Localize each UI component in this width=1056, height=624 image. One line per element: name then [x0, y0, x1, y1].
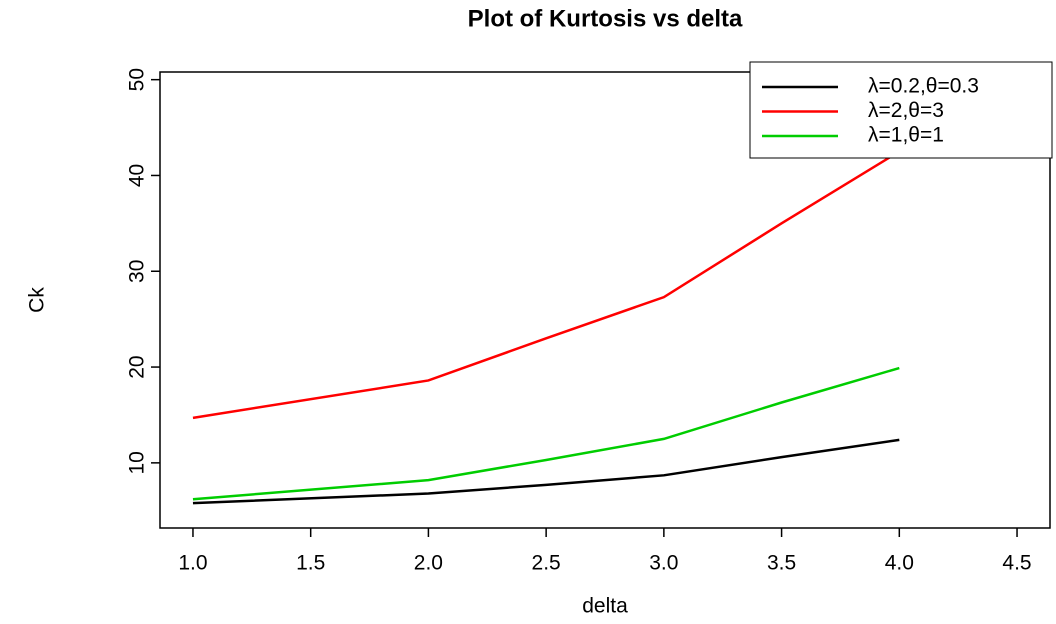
x-tick-label: 3.0	[649, 552, 678, 575]
chart-title: Plot of Kurtosis vs delta	[468, 5, 743, 32]
y-axis-label: Ck	[26, 287, 49, 313]
x-tick-label: 2.0	[414, 552, 443, 575]
y-tick-label: 40	[126, 164, 149, 187]
x-tick-label: 2.5	[532, 552, 561, 575]
legend-label: λ=2,θ=3	[868, 99, 944, 122]
series-line	[192, 366, 900, 501]
x-tick-label: 4.5	[1002, 552, 1031, 575]
legend-box	[749, 61, 1053, 159]
y-tick-label: 20	[126, 355, 149, 378]
y-tick-label: 50	[126, 68, 149, 91]
plot-frame	[159, 71, 1051, 529]
x-tick-label: 4.0	[885, 552, 914, 575]
x-tick-label: 1.5	[296, 552, 325, 575]
series-line	[192, 150, 900, 420]
y-tick-label: 30	[126, 260, 149, 283]
series-line	[192, 438, 900, 505]
x-axis-label: delta	[582, 595, 628, 618]
x-tick-label: 3.5	[767, 552, 796, 575]
y-tick-label: 10	[126, 451, 149, 474]
x-tick-label: 1.0	[178, 552, 207, 575]
legend-label: λ=0.2,θ=0.3	[868, 75, 979, 98]
legend-label: λ=1,θ=1	[868, 124, 944, 147]
